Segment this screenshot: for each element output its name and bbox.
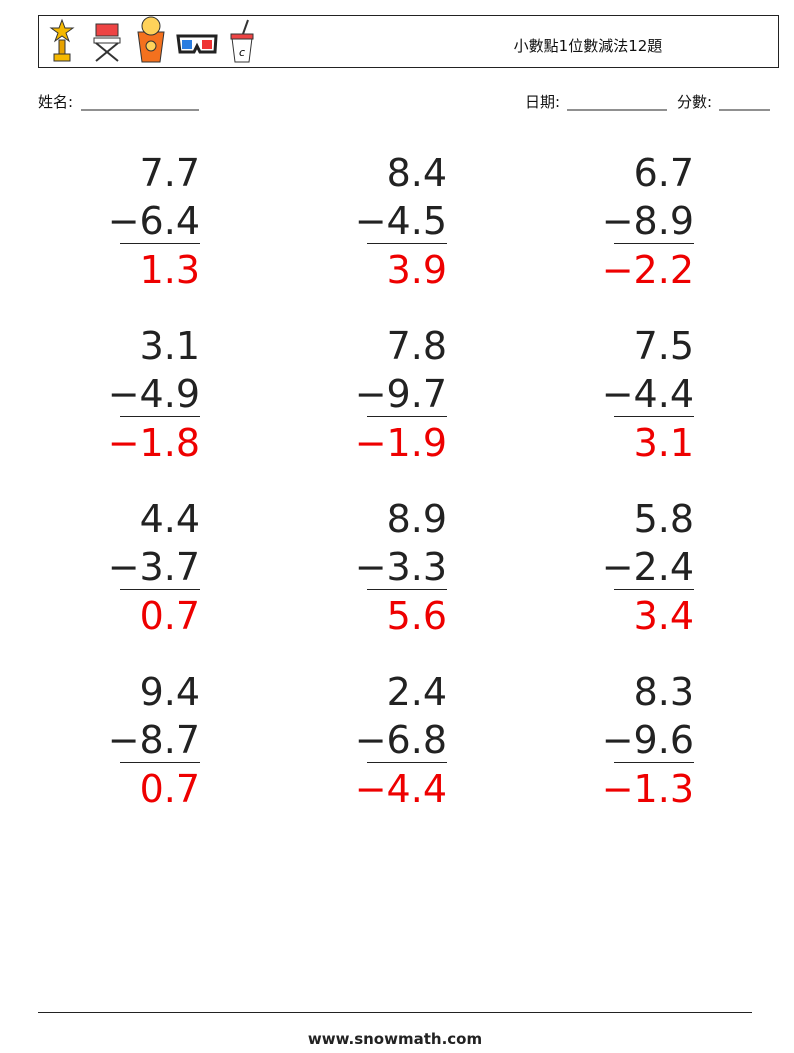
minuend: 8.9	[387, 497, 447, 541]
minuend: 3.1	[140, 324, 200, 368]
subtrahend: −8.9	[602, 199, 694, 243]
date-label: 日期:	[525, 93, 560, 111]
subtrahend: −3.7	[108, 545, 200, 589]
minuend: 7.5	[634, 324, 694, 368]
answer: 3.9	[387, 248, 447, 292]
answer: 0.7	[140, 594, 200, 638]
subtrahend: −9.6	[602, 718, 694, 762]
minuend: 5.8	[634, 497, 694, 541]
minuend: 9.4	[140, 670, 200, 714]
minuend: 7.7	[140, 151, 200, 195]
svg-text:c: c	[239, 46, 245, 59]
minuend: 8.4	[387, 151, 447, 195]
answer: 5.6	[387, 594, 447, 638]
minuend: 2.4	[387, 670, 447, 714]
answer: 3.4	[634, 594, 694, 638]
answer: 1.3	[140, 248, 200, 292]
answer: −1.3	[602, 767, 694, 811]
title: 小數點1位數減法12題	[514, 37, 663, 55]
subtrahend: −2.4	[602, 545, 694, 589]
answer: −2.2	[602, 248, 694, 292]
subtrahend: −6.4	[108, 199, 200, 243]
answer: −4.4	[355, 767, 447, 811]
minuend: 8.3	[634, 670, 694, 714]
header-box	[38, 15, 779, 68]
minuend: 7.8	[387, 324, 447, 368]
answer: −1.9	[355, 421, 447, 465]
score-label: 分數:	[677, 93, 712, 111]
name-label: 姓名:	[38, 93, 73, 111]
answer: 0.7	[140, 767, 200, 811]
footer-site: www.snowmath.com	[308, 1030, 482, 1048]
answer: −1.8	[108, 421, 200, 465]
subtrahend: −8.7	[108, 718, 200, 762]
subtrahend: −4.4	[602, 372, 694, 416]
minuend: 6.7	[634, 151, 694, 195]
header-icons: c	[49, 16, 254, 63]
subtrahend: −6.8	[355, 718, 447, 762]
subtrahend: −4.5	[355, 199, 447, 243]
answer: 3.1	[634, 421, 694, 465]
subtrahend: −9.7	[355, 372, 447, 416]
subtrahend: −4.9	[108, 372, 200, 416]
minuend: 4.4	[140, 497, 200, 541]
subtrahend: −3.3	[355, 545, 447, 589]
